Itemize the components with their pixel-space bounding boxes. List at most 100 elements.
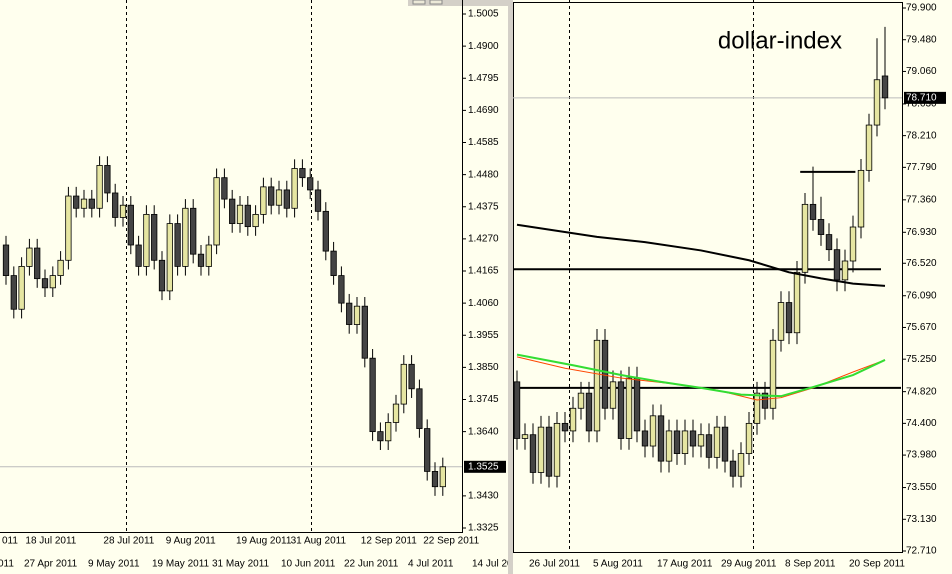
candle-body	[881, 75, 889, 99]
x-tick-label: 26 Jul 2011	[529, 559, 580, 570]
x-tick-label: 8 Sep 2011	[785, 559, 836, 570]
candle-body	[221, 177, 228, 200]
candle-body	[361, 305, 368, 359]
candle-body	[817, 219, 825, 235]
y-tick-label: 72.710	[906, 546, 937, 557]
candle-body	[112, 192, 119, 218]
candle-body	[104, 165, 111, 194]
y-tick-label: 1.4690	[468, 105, 499, 116]
y-tick-label: 75.670	[906, 322, 937, 333]
candle-body	[299, 168, 306, 179]
title-bar	[408, 0, 508, 6]
candle-body	[353, 305, 361, 325]
candle-body	[753, 392, 761, 424]
candle-body	[801, 203, 809, 273]
y-tick-label: 73.980	[906, 450, 937, 461]
y-tick-label: 1.4060	[468, 298, 499, 309]
last-price-box	[464, 460, 506, 473]
candle-body	[769, 339, 777, 409]
x-tick-label: 31 Aug 2011	[291, 536, 347, 547]
candle-body	[649, 415, 657, 447]
candle-body	[385, 422, 392, 442]
background-date-label: 4 Jul 2011	[408, 559, 454, 570]
y-tick-label: 1.3640	[468, 426, 499, 437]
candle-body	[721, 426, 729, 462]
candle-body	[244, 204, 251, 228]
y-tick-label: 73.550	[906, 482, 937, 493]
plot-area	[0, 0, 462, 532]
candle-body	[80, 198, 88, 209]
y-tick-label: 1.3430	[468, 491, 499, 502]
candle-body	[252, 213, 259, 228]
candle-body	[545, 426, 553, 477]
x-tick-label: 011	[2, 536, 18, 547]
candle-body	[657, 415, 665, 462]
candle-body	[275, 189, 283, 206]
candle-body	[65, 195, 72, 261]
candle-body	[34, 247, 41, 280]
background-window	[0, 552, 513, 574]
chart-title: dollar-index	[718, 27, 842, 54]
plot-area	[513, 0, 902, 552]
candle-body	[424, 428, 431, 472]
x-tick-label: 18 Jul 2011	[25, 536, 76, 547]
candle-body	[73, 195, 80, 209]
candle-body	[408, 363, 415, 390]
y-tick-label: 1.4795	[468, 73, 499, 84]
candle-body	[119, 204, 127, 218]
plot-frame	[513, 2, 903, 553]
candle-body	[681, 430, 689, 454]
candle-body	[745, 422, 753, 454]
last-price-box	[904, 91, 946, 104]
candle-body	[229, 198, 236, 224]
x-tick-label: 22 Sep 2011	[423, 536, 479, 547]
candle-body	[777, 302, 785, 341]
candle-body	[392, 403, 400, 423]
y-tick-label: 77.790	[906, 162, 937, 173]
candle-body	[49, 275, 56, 289]
candle-body	[322, 210, 329, 252]
y-tick-label: 1.4375	[468, 201, 499, 212]
candle-body	[400, 363, 407, 405]
candle-body	[641, 430, 649, 447]
window-button[interactable]	[429, 0, 443, 5]
y-tick-label: 78.630	[906, 99, 937, 110]
candle-body	[213, 177, 220, 246]
candle-body	[513, 381, 521, 439]
candle-body	[182, 207, 189, 267]
candle-body	[158, 259, 166, 292]
candle-body	[135, 244, 142, 267]
background-date-label: 10 Jun 2011	[281, 559, 336, 570]
candle-body	[291, 168, 298, 209]
y-tick-label: 75.250	[906, 354, 937, 365]
background-date-label: 011	[0, 559, 14, 570]
moving-average	[516, 356, 886, 401]
candle-body	[529, 434, 537, 473]
candle-body	[127, 204, 134, 246]
x-tick-label: 19 Aug 2011	[236, 536, 292, 547]
candle-body	[283, 189, 290, 209]
y-tick-label: 1.4165	[468, 266, 499, 277]
candle-body	[346, 302, 353, 325]
y-tick-label: 76.930	[906, 227, 937, 238]
candle-body	[873, 79, 881, 126]
candle-body	[10, 275, 17, 310]
candle-body	[729, 460, 737, 477]
candle-body	[57, 259, 64, 276]
candle-body	[849, 226, 857, 262]
candle-body	[143, 213, 150, 267]
candle-body	[633, 377, 641, 432]
candle-body	[593, 339, 601, 432]
candle-body	[431, 470, 439, 488]
candle-body	[41, 278, 49, 289]
candle-body	[369, 357, 376, 433]
x-tick-label: 29 Aug 2011	[721, 559, 777, 570]
candle-body	[521, 434, 529, 439]
candle-body	[314, 189, 322, 212]
y-tick-label: 1.4480	[468, 169, 499, 180]
candle-body	[785, 302, 793, 334]
candle-body	[190, 207, 197, 255]
x-tick-label: 28 Jul 2011	[103, 536, 154, 547]
window-button[interactable]	[412, 0, 426, 5]
